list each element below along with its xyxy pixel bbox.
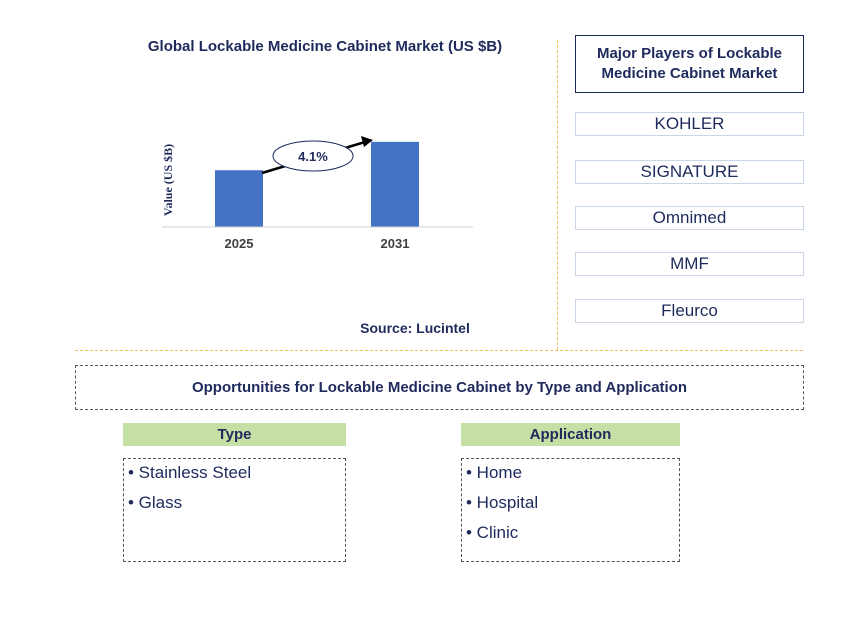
player-item: SIGNATURE (575, 160, 804, 184)
players-title: Major Players of Lockable Medicine Cabin… (575, 35, 804, 93)
player-item: Fleurco (575, 299, 804, 323)
horizontal-divider (75, 350, 803, 351)
list-item: • Hospital (466, 493, 539, 512)
source-label: Source: Lucintel (360, 320, 470, 336)
cagr-bubble (272, 140, 354, 172)
chart-title: Global Lockable Medicine Cabinet Market … (147, 38, 503, 55)
y-axis-label: Value (US $B) (161, 144, 175, 216)
cagr-label: 4.1% (298, 149, 328, 164)
bar-chart: Value (US $B) 2025 2031 4.1% (161, 136, 473, 251)
cagr-arrowhead (361, 136, 373, 147)
x-tick-label: 2025 (225, 236, 254, 251)
list-item: • Stainless Steel (128, 463, 252, 482)
vertical-divider (557, 40, 558, 350)
type-list: • Stainless Steel • Glass (123, 458, 346, 562)
application-header: Application (461, 423, 680, 446)
list-item: • Clinic (466, 523, 519, 542)
player-item: KOHLER (575, 112, 804, 136)
opportunities-title: Opportunities for Lockable Medicine Cabi… (75, 365, 804, 410)
list-item: • Home (466, 463, 523, 482)
bar-2025 (215, 170, 263, 227)
bar-2031 (371, 141, 419, 227)
list-item: • Glass (128, 493, 183, 512)
player-item: Omnimed (575, 206, 804, 230)
x-tick-label: 2031 (381, 236, 410, 251)
player-item: MMF (575, 252, 804, 276)
application-list: • Home • Hospital • Clinic (461, 458, 680, 562)
type-header: Type (123, 423, 346, 446)
